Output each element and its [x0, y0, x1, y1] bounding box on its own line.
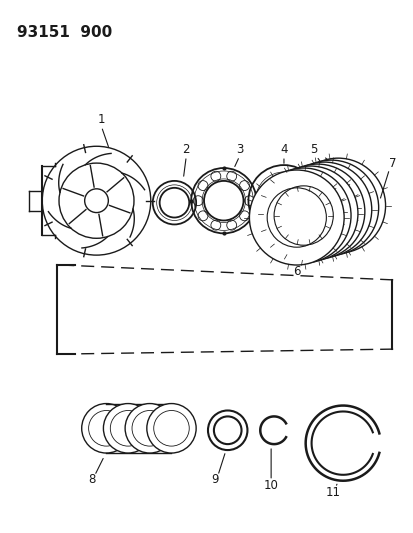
Text: 93151  900: 93151 900: [17, 25, 112, 39]
Text: 9: 9: [211, 473, 218, 486]
Text: 2: 2: [182, 143, 190, 156]
Circle shape: [110, 410, 145, 446]
Circle shape: [81, 403, 131, 453]
Circle shape: [249, 170, 343, 265]
Circle shape: [270, 164, 364, 259]
Text: 10: 10: [263, 479, 278, 492]
Circle shape: [88, 410, 124, 446]
Text: 3: 3: [235, 143, 243, 156]
Circle shape: [147, 403, 196, 453]
Circle shape: [125, 403, 174, 453]
Text: 1: 1: [97, 113, 105, 126]
Text: 11: 11: [325, 486, 340, 499]
Text: 6: 6: [292, 265, 300, 278]
Text: 5: 5: [309, 143, 316, 156]
Circle shape: [256, 168, 350, 263]
Circle shape: [132, 410, 167, 446]
Text: 8: 8: [88, 473, 95, 486]
Circle shape: [276, 162, 371, 257]
Circle shape: [290, 158, 385, 253]
Circle shape: [263, 166, 357, 261]
Circle shape: [283, 160, 378, 255]
Text: 4: 4: [280, 143, 287, 156]
Text: 7: 7: [388, 157, 395, 169]
Circle shape: [153, 410, 189, 446]
Circle shape: [103, 403, 152, 453]
